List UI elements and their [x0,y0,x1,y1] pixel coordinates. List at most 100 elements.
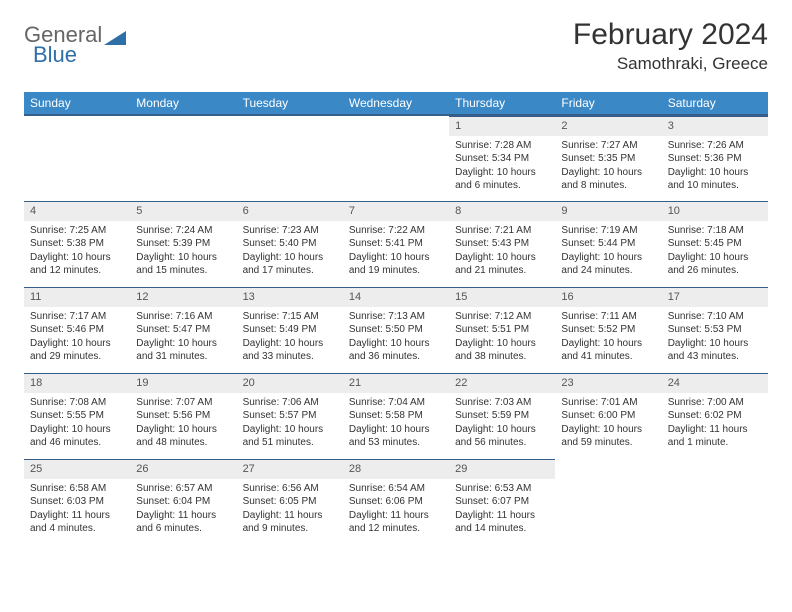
sunset-text: Sunset: 6:03 PM [30,495,124,509]
sunrise-text: Sunrise: 6:57 AM [136,482,230,496]
day-content: Sunrise: 7:25 AMSunset: 5:38 PMDaylight:… [24,221,130,280]
weekday-header: Saturday [662,92,768,115]
day-content: Sunrise: 6:54 AMSunset: 6:06 PMDaylight:… [343,479,449,538]
sunrise-text: Sunrise: 7:01 AM [561,396,655,410]
calendar-day-cell: 14Sunrise: 7:13 AMSunset: 5:50 PMDayligh… [343,287,449,373]
sunrise-text: Sunrise: 7:23 AM [243,224,337,238]
sunset-text: Sunset: 5:46 PM [30,323,124,337]
daylight-text: Daylight: 10 hours and 31 minutes. [136,337,230,364]
sunset-text: Sunset: 5:36 PM [668,152,762,166]
day-content: Sunrise: 6:57 AMSunset: 6:04 PMDaylight:… [130,479,236,538]
sunset-text: Sunset: 5:39 PM [136,237,230,251]
weekday-header: Wednesday [343,92,449,115]
day-content: Sunrise: 7:21 AMSunset: 5:43 PMDaylight:… [449,221,555,280]
day-number: 3 [662,116,768,136]
day-number: 16 [555,287,661,307]
calendar-day-cell: 3 Sunrise: 7:26 AMSunset: 5:36 PMDaylight… [662,115,768,201]
day-number: 27 [237,459,343,479]
day-content: Sunrise: 7:06 AMSunset: 5:57 PMDaylight:… [237,393,343,452]
sunset-text: Sunset: 6:07 PM [455,495,549,509]
sunset-text: Sunset: 5:47 PM [136,323,230,337]
day-content: Sunrise: 7:04 AMSunset: 5:58 PMDaylight:… [343,393,449,452]
day-content: Sunrise: 7:03 AMSunset: 5:59 PMDaylight:… [449,393,555,452]
location-label: Samothraki, Greece [573,54,768,74]
calendar-day-cell: 2Sunrise: 7:27 AMSunset: 5:35 PMDaylight… [555,115,661,201]
calendar-day-cell [130,115,236,201]
calendar-week-row: 1Sunrise: 7:28 AMSunset: 5:34 PMDaylight… [24,115,768,201]
daylight-text: Daylight: 10 hours and 33 minutes. [243,337,337,364]
sunset-text: Sunset: 5:35 PM [561,152,655,166]
daylight-text: Daylight: 10 hours and 21 minutes. [455,251,549,278]
calendar-day-cell [237,115,343,201]
logo-text-blue: Blue [33,42,77,68]
sunrise-text: Sunrise: 7:13 AM [349,310,443,324]
title-block: February 2024 Samothraki, Greece [573,18,768,74]
daylight-text: Daylight: 11 hours and 6 minutes. [136,509,230,536]
day-content: Sunrise: 7:23 AMSunset: 5:40 PMDaylight:… [237,221,343,280]
sunrise-text: Sunrise: 7:00 AM [668,396,762,410]
calendar-day-cell: 16Sunrise: 7:11 AMSunset: 5:52 PMDayligh… [555,287,661,373]
sunrise-text: Sunrise: 7:27 AM [561,139,655,153]
daylight-text: Daylight: 10 hours and 48 minutes. [136,423,230,450]
day-content: Sunrise: 7:08 AMSunset: 5:55 PMDaylight:… [24,393,130,452]
day-number: 20 [237,373,343,393]
daylight-text: Daylight: 10 hours and 10 minutes. [668,166,762,193]
sunset-text: Sunset: 5:50 PM [349,323,443,337]
daylight-text: Daylight: 10 hours and 36 minutes. [349,337,443,364]
calendar-day-cell: 27Sunrise: 6:56 AMSunset: 6:05 PMDayligh… [237,459,343,545]
daylight-text: Daylight: 10 hours and 17 minutes. [243,251,337,278]
day-number: 9 [555,201,661,221]
sunset-text: Sunset: 5:58 PM [349,409,443,423]
sunset-text: Sunset: 6:00 PM [561,409,655,423]
calendar-day-cell [662,459,768,545]
sunset-text: Sunset: 6:04 PM [136,495,230,509]
sunrise-text: Sunrise: 7:21 AM [455,224,549,238]
daylight-text: Daylight: 10 hours and 19 minutes. [349,251,443,278]
day-number: 19 [130,373,236,393]
day-content: Sunrise: 7:10 AMSunset: 5:53 PMDaylight:… [662,307,768,366]
day-number: 28 [343,459,449,479]
weekday-header: Thursday [449,92,555,115]
day-number: 29 [449,459,555,479]
calendar-day-cell: 17Sunrise: 7:10 AMSunset: 5:53 PMDayligh… [662,287,768,373]
sunrise-text: Sunrise: 7:08 AM [30,396,124,410]
daylight-text: Daylight: 10 hours and 15 minutes. [136,251,230,278]
daylight-text: Daylight: 11 hours and 1 minute. [668,423,762,450]
calendar-day-cell [343,115,449,201]
calendar-day-cell: 20Sunrise: 7:06 AMSunset: 5:57 PMDayligh… [237,373,343,459]
sunset-text: Sunset: 5:56 PM [136,409,230,423]
day-content: Sunrise: 7:01 AMSunset: 6:00 PMDaylight:… [555,393,661,452]
day-content: Sunrise: 6:56 AMSunset: 6:05 PMDaylight:… [237,479,343,538]
calendar-day-cell: 10Sunrise: 7:18 AMSunset: 5:45 PMDayligh… [662,201,768,287]
sunrise-text: Sunrise: 7:03 AM [455,396,549,410]
sunrise-text: Sunrise: 7:24 AM [136,224,230,238]
sunset-text: Sunset: 5:52 PM [561,323,655,337]
calendar-day-cell: 11Sunrise: 7:17 AMSunset: 5:46 PMDayligh… [24,287,130,373]
sunrise-text: Sunrise: 7:28 AM [455,139,549,153]
daylight-text: Daylight: 10 hours and 6 minutes. [455,166,549,193]
calendar-day-cell: 28Sunrise: 6:54 AMSunset: 6:06 PMDayligh… [343,459,449,545]
day-content: Sunrise: 7:18 AMSunset: 5:45 PMDaylight:… [662,221,768,280]
day-number: 11 [24,287,130,307]
sunset-text: Sunset: 5:49 PM [243,323,337,337]
calendar-day-cell: 19 Sunrise: 7:07 AMSunset: 5:56 PMDayligh… [130,373,236,459]
day-number: 18 [24,373,130,393]
sunrise-text: Sunrise: 6:58 AM [30,482,124,496]
day-number: 12 [130,287,236,307]
sunrise-text: Sunrise: 7:26 AM [668,139,762,153]
day-number: 25 [24,459,130,479]
weekday-header: Friday [555,92,661,115]
day-content: Sunrise: 7:11 AMSunset: 5:52 PMDaylight:… [555,307,661,366]
day-content: Sunrise: 7:24 AMSunset: 5:39 PMDaylight:… [130,221,236,280]
sunrise-text: Sunrise: 6:53 AM [455,482,549,496]
sunset-text: Sunset: 5:38 PM [30,237,124,251]
sunset-text: Sunset: 5:45 PM [668,237,762,251]
day-number: 8 [449,201,555,221]
calendar-day-cell: 6Sunrise: 7:23 AMSunset: 5:40 PMDaylight… [237,201,343,287]
calendar-day-cell: 26Sunrise: 6:57 AMSunset: 6:04 PMDayligh… [130,459,236,545]
day-content: Sunrise: 7:28 AMSunset: 5:34 PMDaylight:… [449,136,555,195]
calendar-day-cell: 22Sunrise: 7:03 AMSunset: 5:59 PMDayligh… [449,373,555,459]
day-number: 26 [130,459,236,479]
sunrise-text: Sunrise: 7:22 AM [349,224,443,238]
sunrise-text: Sunrise: 7:07 AM [136,396,230,410]
